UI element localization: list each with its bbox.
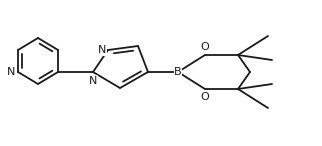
Text: N: N — [89, 76, 97, 86]
Text: O: O — [201, 42, 209, 52]
Text: B: B — [174, 67, 182, 77]
Text: O: O — [201, 92, 209, 102]
Text: N: N — [98, 45, 106, 55]
Text: N: N — [7, 67, 15, 77]
